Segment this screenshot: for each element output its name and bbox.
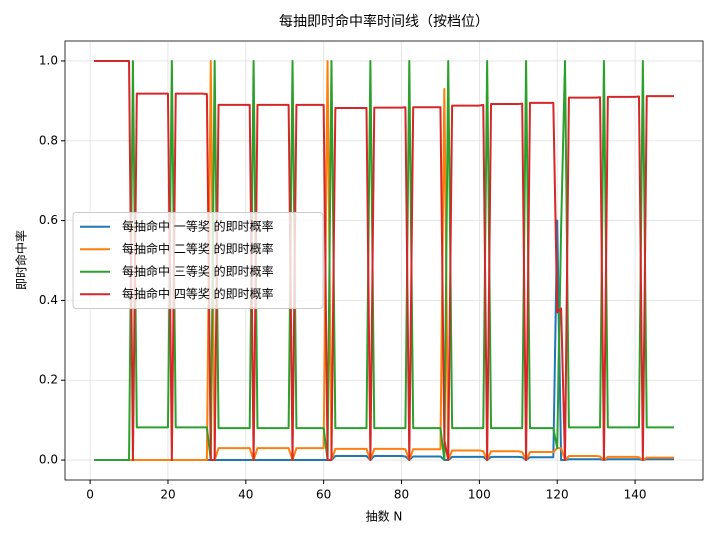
series-line <box>94 59 674 462</box>
x-tick-label: 40 <box>238 488 253 502</box>
x-tick-label: 120 <box>546 488 569 502</box>
x-tick-label: 0 <box>86 488 94 502</box>
plot-area <box>94 59 674 462</box>
legend-box <box>72 212 324 309</box>
x-axis-label: 抽数 N <box>366 509 403 524</box>
y-axis-label: 即时命中率 <box>14 230 29 290</box>
y-tick-label: 0.0 <box>39 453 58 467</box>
legend-label: 每抽命中 二等奖 的即时概率 <box>122 241 274 256</box>
series-line <box>94 59 674 462</box>
series-line <box>94 59 674 462</box>
ticks: 0 20 40 60 80 100 120 140 0.0 0.2 0.4 0.6 0.8 1.0 <box>39 53 647 501</box>
x-tick-label: 100 <box>468 488 491 502</box>
y-tick-label: 0.2 <box>39 373 58 387</box>
x-tick-label: 140 <box>624 488 647 502</box>
axes-frame <box>64 40 704 481</box>
legend-label: 每抽命中 三等奖 的即时概率 <box>122 263 274 278</box>
legend-label: 每抽命中 一等奖 的即时概率 <box>122 218 274 233</box>
y-tick-label: 0.8 <box>39 133 58 147</box>
x-tick-label: 60 <box>316 488 331 502</box>
y-tick-label: 1.0 <box>39 53 58 67</box>
x-tick-label: 80 <box>394 488 409 502</box>
y-tick-label: 0.6 <box>39 213 58 227</box>
legend-label: 每抽命中 四等奖 的即时概率 <box>122 286 274 301</box>
x-tick-label: 20 <box>160 488 175 502</box>
chart-title: 每抽即时命中率时间线（按档位） <box>279 13 489 30</box>
y-tick-label: 0.4 <box>39 293 58 307</box>
